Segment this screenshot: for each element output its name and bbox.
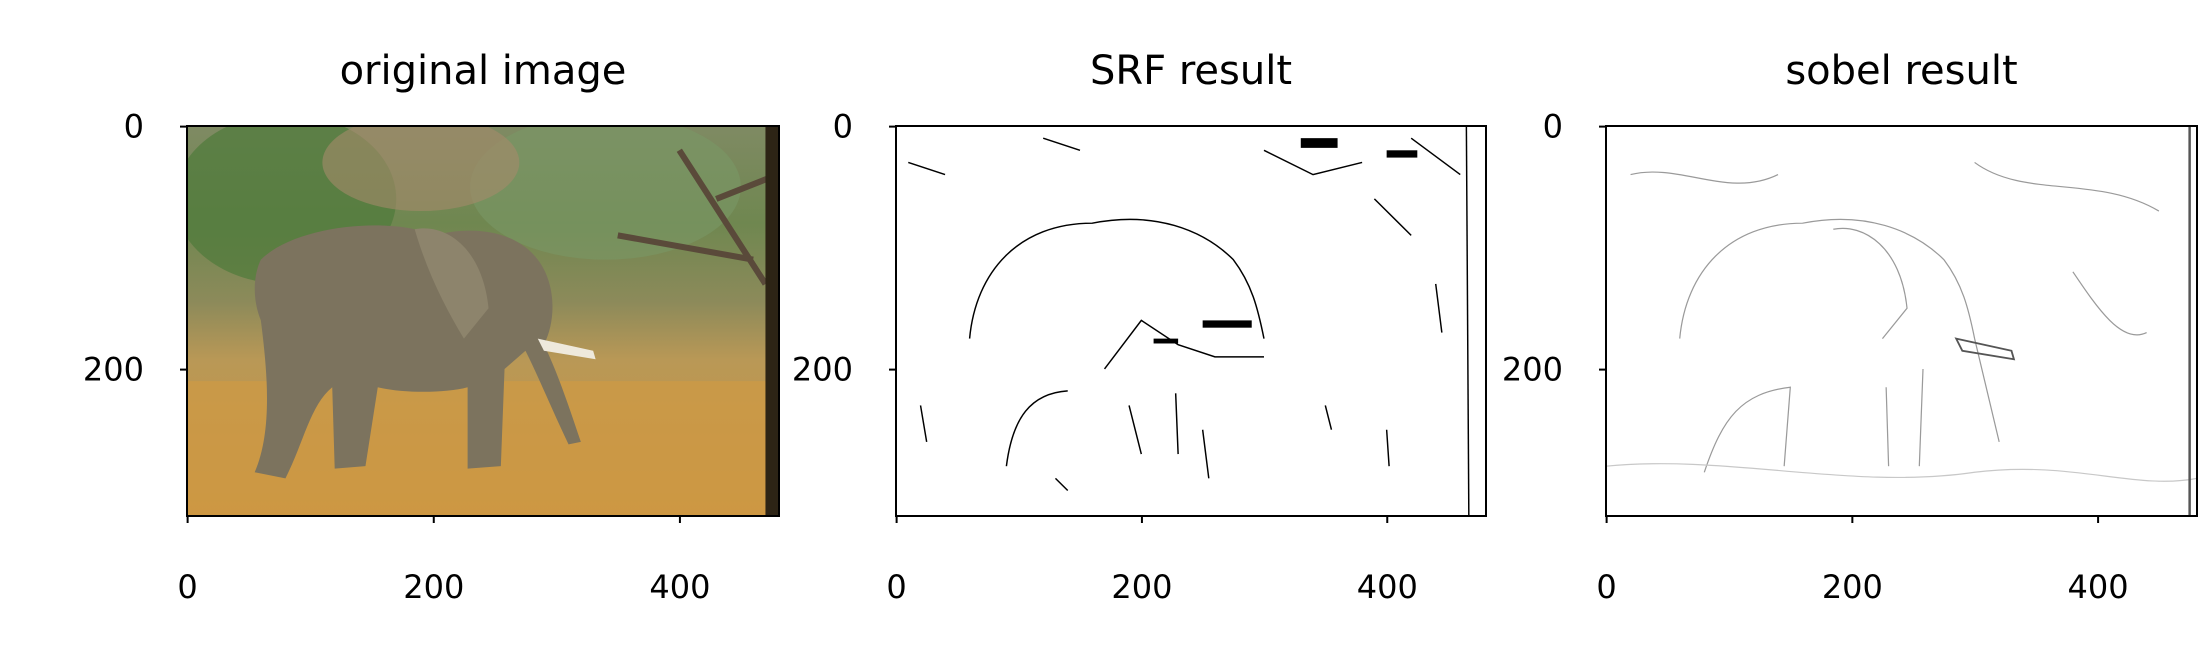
y-tick-label: 0 <box>124 108 144 146</box>
axes-frame <box>1605 125 2198 517</box>
panel-title: sobel result <box>1785 48 2017 94</box>
x-tick-label: 0 <box>1596 568 1616 606</box>
y-tick-label: 200 <box>1502 351 1563 389</box>
panel: SRF result 0 200 400 0 200 <box>792 48 1487 606</box>
x-tick-label: 0 <box>886 568 906 606</box>
panel-title: original image <box>340 48 627 94</box>
image <box>175 114 779 516</box>
y-tick-label: 0 <box>833 108 853 146</box>
panel: sobel result 0 200 400 0 200 <box>1502 48 2198 606</box>
y-tick-label: 200 <box>83 351 144 389</box>
x-tick-label: 200 <box>403 568 464 606</box>
x-tick-label: 400 <box>649 568 710 606</box>
axes-frame <box>895 125 1487 517</box>
axes-frame <box>186 125 780 517</box>
x-tick-label: 400 <box>1357 568 1418 606</box>
y-tick-label: 200 <box>792 351 853 389</box>
image <box>1606 126 2197 516</box>
x-tick-label: 200 <box>1111 568 1172 606</box>
x-tick-label: 200 <box>1822 568 1883 606</box>
image <box>896 126 1486 516</box>
panel: original image 0 200 400 0 200 <box>83 48 780 606</box>
y-tick-label: 0 <box>1543 108 1563 146</box>
panel-title: SRF result <box>1090 48 1292 94</box>
x-tick-label: 400 <box>2068 568 2129 606</box>
x-tick-label: 0 <box>177 568 197 606</box>
